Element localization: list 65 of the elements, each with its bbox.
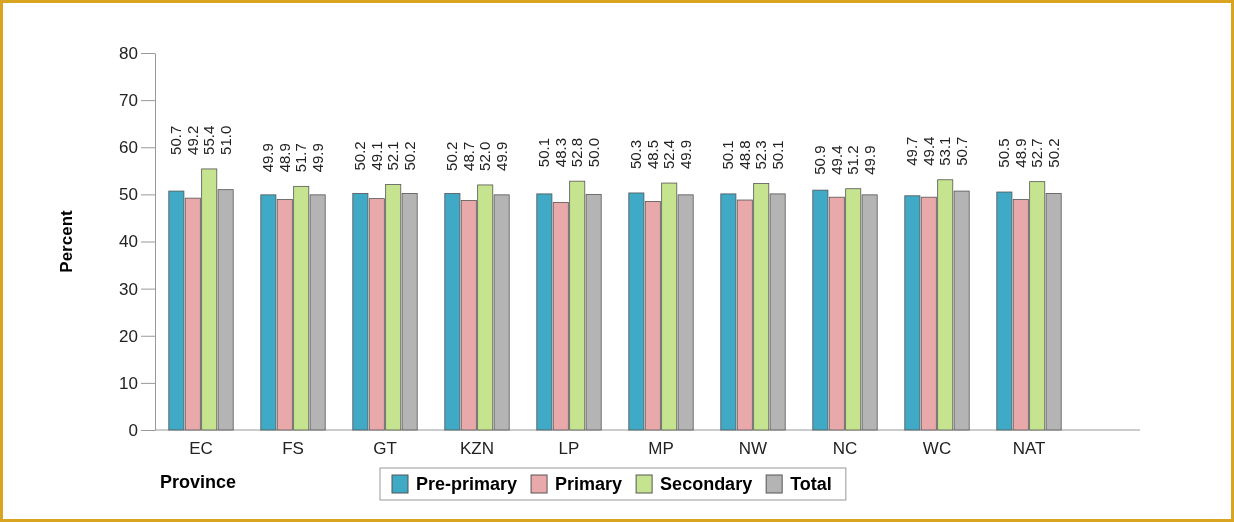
text: 49.9 xyxy=(676,139,694,170)
text: 50.2 xyxy=(400,141,418,171)
text: 49.9 xyxy=(259,143,277,173)
x-tick-label: KZN xyxy=(460,439,494,459)
y-tick-label: 60 xyxy=(119,138,138,158)
x-tick-label: WC xyxy=(922,439,952,459)
y-tick-label: 30 xyxy=(119,279,138,299)
x-tick-label: GT xyxy=(373,439,397,459)
legend-label: Total xyxy=(790,474,832,494)
text: 52.8 xyxy=(568,137,586,168)
text: 51.2 xyxy=(844,145,862,175)
text: 50.3 xyxy=(627,139,645,170)
text: 49.4 xyxy=(827,145,845,175)
text: 48.7 xyxy=(459,141,477,171)
text: 50.2 xyxy=(443,141,461,171)
y-tick-label: 20 xyxy=(119,326,138,346)
text: 50.1 xyxy=(719,140,737,170)
text: 51.0 xyxy=(216,125,234,155)
y-tick-label: 50 xyxy=(119,185,138,205)
text: 50.0 xyxy=(584,137,602,168)
text: 50.1 xyxy=(535,137,553,168)
x-tick-label: NC xyxy=(832,439,858,459)
x-tick-label: FS xyxy=(282,439,304,459)
text: 52.0 xyxy=(476,141,494,171)
text: 55.4 xyxy=(200,125,218,155)
y-tick-label: 40 xyxy=(119,232,138,252)
text: 52.1 xyxy=(384,141,402,171)
text: 51.7 xyxy=(292,143,310,173)
legend-label: Pre-primary xyxy=(416,474,518,494)
text: 50.5 xyxy=(995,138,1013,168)
legend-label: Primary xyxy=(555,474,623,494)
text: 50.2 xyxy=(1044,138,1062,168)
y-tick-label: 80 xyxy=(119,43,138,63)
x-tick-label: NAT xyxy=(1012,439,1046,459)
text: 52.3 xyxy=(752,140,770,170)
y-tick-label: 70 xyxy=(119,91,138,111)
text: 49.9 xyxy=(492,141,510,171)
text: 49.1 xyxy=(367,141,385,171)
y-tick-label: 10 xyxy=(119,373,138,393)
text: 53.1 xyxy=(936,136,954,166)
text: 50.7 xyxy=(952,136,970,166)
text: 48.3 xyxy=(551,137,569,168)
legend-label: Secondary xyxy=(660,474,753,494)
text: 49.2 xyxy=(183,125,201,155)
x-tick-label: LP xyxy=(558,439,580,459)
text: 48.8 xyxy=(735,140,753,170)
text: 50.2 xyxy=(351,141,369,171)
text: 49.9 xyxy=(308,143,326,173)
text: 48.5 xyxy=(643,139,661,170)
text: 50.9 xyxy=(811,145,829,175)
text: 52.4 xyxy=(660,139,678,170)
text: 49.9 xyxy=(860,145,878,175)
text: 49.7 xyxy=(903,136,921,166)
y-axis-title: Percent xyxy=(57,209,76,273)
x-tick-label: EC xyxy=(189,439,213,459)
text: 48.9 xyxy=(275,143,293,173)
x-tick-label: NW xyxy=(738,439,768,459)
text: 50.7 xyxy=(167,125,185,155)
text: 52.7 xyxy=(1028,138,1046,168)
text: 48.9 xyxy=(1011,138,1029,168)
y-tick-label: 0 xyxy=(128,420,138,440)
text: 49.4 xyxy=(919,136,937,166)
x-tick-label: MP xyxy=(648,439,674,459)
text: 50.1 xyxy=(768,140,786,170)
x-axis-title: Province xyxy=(160,472,237,492)
